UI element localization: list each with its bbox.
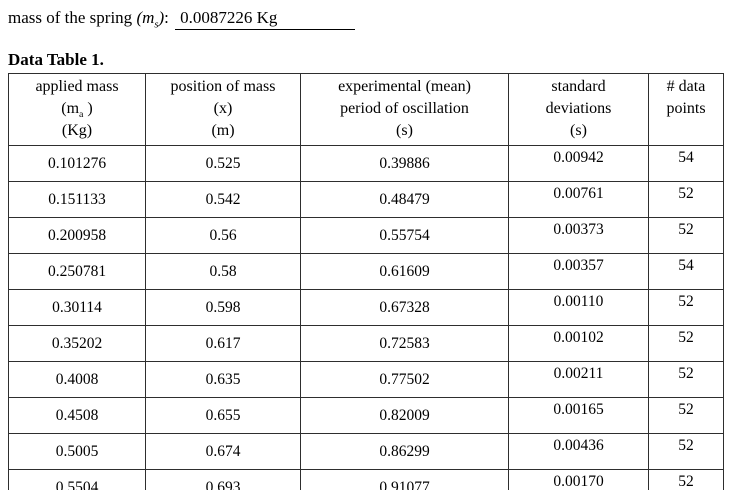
cell-position: 0.542 [145, 181, 301, 218]
cell-position: 0.525 [145, 145, 301, 182]
spring-mass-value: 0.0087226 Kg [175, 7, 356, 30]
table-row: 0.4508 0.655 0.82009 0.00165 52 [8, 397, 724, 434]
cell-std-dev: 0.00170 [508, 469, 649, 490]
cell-applied-mass: 0.5504 [8, 469, 146, 490]
cell-applied-mass: 0.4008 [8, 361, 146, 398]
cell-n-points: 52 [648, 433, 724, 470]
spring-mass-symbol: (ms) [136, 8, 165, 31]
col-header-applied-mass: applied mass (ma ) (Kg) [8, 73, 146, 146]
cell-n-points: 52 [648, 217, 724, 254]
cell-n-points: 52 [648, 325, 724, 362]
cell-period: 0.77502 [300, 361, 509, 398]
cell-applied-mass: 0.151133 [8, 181, 146, 218]
cell-applied-mass: 0.5005 [8, 433, 146, 470]
cell-applied-mass: 0.30114 [8, 289, 146, 326]
cell-period: 0.72583 [300, 325, 509, 362]
table-row: 0.4008 0.635 0.77502 0.00211 52 [8, 361, 724, 398]
col-header-std-dev: standard deviations (s) [508, 73, 649, 146]
cell-period: 0.67328 [300, 289, 509, 326]
cell-position: 0.635 [145, 361, 301, 398]
table-row: 0.101276 0.525 0.39886 0.00942 54 [8, 145, 724, 182]
cell-std-dev: 0.00357 [508, 253, 649, 290]
header-row: applied mass (ma ) (Kg) position of mass… [8, 73, 724, 146]
cell-position: 0.58 [145, 253, 301, 290]
col-header-n-points: # data points [648, 73, 724, 146]
cell-position: 0.693 [145, 469, 301, 490]
cell-std-dev: 0.00436 [508, 433, 649, 470]
cell-period: 0.55754 [300, 217, 509, 254]
table-title: Data Table 1. [8, 50, 104, 69]
col-header-position: position of mass (x) (m) [145, 73, 301, 146]
cell-std-dev: 0.00165 [508, 397, 649, 434]
cell-applied-mass: 0.101276 [8, 145, 146, 182]
spring-mass-line: mass of the spring (ms): 0.0087226 Kg [8, 7, 733, 30]
cell-period: 0.91077 [300, 469, 509, 490]
cell-std-dev: 0.00102 [508, 325, 649, 362]
cell-n-points: 52 [648, 181, 724, 218]
cell-n-points: 54 [648, 253, 724, 290]
table-row: 0.151133 0.542 0.48479 0.00761 52 [8, 181, 724, 218]
cell-std-dev: 0.00373 [508, 217, 649, 254]
cell-n-points: 52 [648, 361, 724, 398]
cell-position: 0.655 [145, 397, 301, 434]
table-row: 0.5005 0.674 0.86299 0.00436 52 [8, 433, 724, 470]
cell-n-points: 54 [648, 145, 724, 182]
cell-applied-mass: 0.35202 [8, 325, 146, 362]
table-row: 0.5504 0.693 0.91077 0.00170 52 [8, 469, 724, 490]
cell-std-dev: 0.00211 [508, 361, 649, 398]
table-row: 0.30114 0.598 0.67328 0.00110 52 [8, 289, 724, 326]
data-table-1: applied mass (ma ) (Kg) position of mass… [8, 73, 724, 490]
cell-position: 0.56 [145, 217, 301, 254]
spring-mass-label: mass of the spring [8, 8, 137, 27]
cell-period: 0.39886 [300, 145, 509, 182]
cell-n-points: 52 [648, 397, 724, 434]
cell-applied-mass: 0.200958 [8, 217, 146, 254]
spring-mass-colon: : [164, 8, 174, 27]
table-body: 0.101276 0.525 0.39886 0.00942 54 0.1511… [8, 145, 724, 490]
table-row: 0.35202 0.617 0.72583 0.00102 52 [8, 325, 724, 362]
cell-applied-mass: 0.250781 [8, 253, 146, 290]
cell-period: 0.48479 [300, 181, 509, 218]
cell-position: 0.598 [145, 289, 301, 326]
cell-n-points: 52 [648, 289, 724, 326]
cell-applied-mass: 0.4508 [8, 397, 146, 434]
cell-position: 0.617 [145, 325, 301, 362]
cell-std-dev: 0.00761 [508, 181, 649, 218]
col-header-period: experimental (mean) period of oscillatio… [300, 73, 509, 146]
table-row: 0.200958 0.56 0.55754 0.00373 52 [8, 217, 724, 254]
cell-position: 0.674 [145, 433, 301, 470]
table-row: 0.250781 0.58 0.61609 0.00357 54 [8, 253, 724, 290]
cell-period: 0.82009 [300, 397, 509, 434]
cell-period: 0.61609 [300, 253, 509, 290]
cell-n-points: 52 [648, 469, 724, 490]
cell-period: 0.86299 [300, 433, 509, 470]
cell-std-dev: 0.00110 [508, 289, 649, 326]
cell-std-dev: 0.00942 [508, 145, 649, 182]
